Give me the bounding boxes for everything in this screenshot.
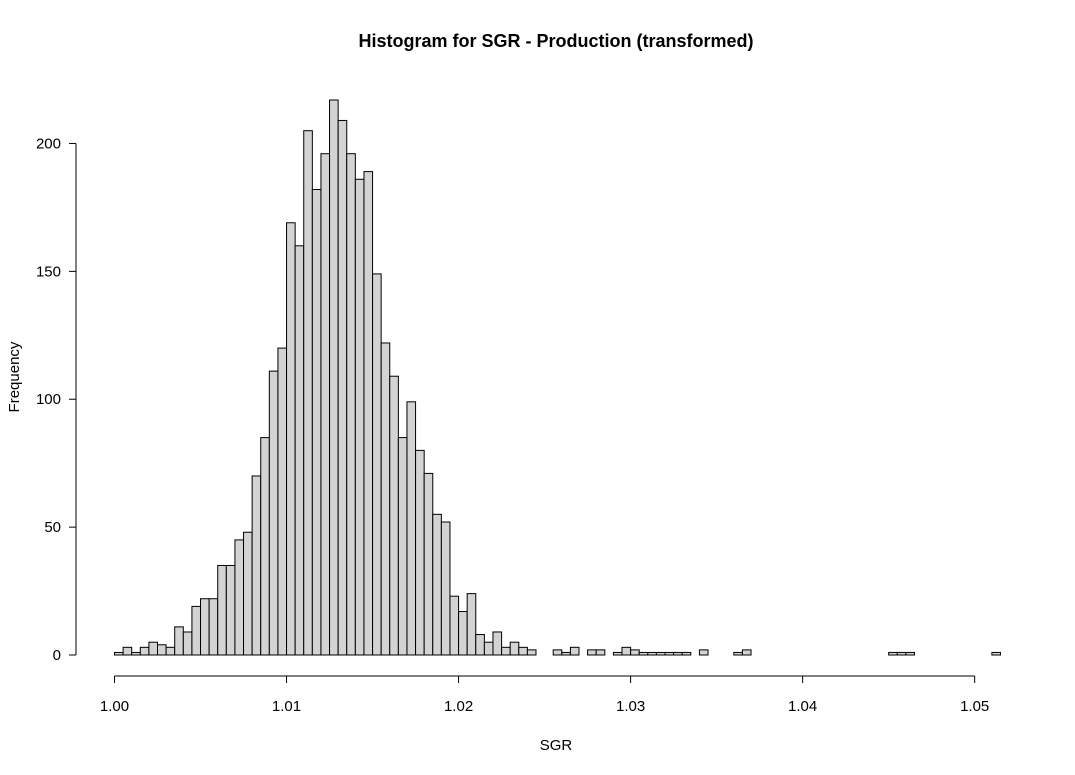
histogram-bar <box>346 153 356 656</box>
histogram-bar <box>733 651 743 656</box>
y-tick-label: 50 <box>44 519 61 536</box>
y-axis: 0 50 100 150 200 <box>36 135 77 664</box>
histogram-bar <box>621 646 632 656</box>
histogram-bar <box>157 644 167 656</box>
histogram-bar <box>165 646 176 656</box>
histogram-bar <box>406 401 417 656</box>
histogram-bar <box>552 649 563 656</box>
histogram-bar <box>389 375 399 656</box>
histogram-bar <box>294 245 305 656</box>
histogram-bar <box>182 631 193 656</box>
histogram-bar <box>139 646 150 656</box>
y-tick-label: 0 <box>53 647 61 664</box>
histogram-bar <box>311 189 322 656</box>
histogram-bar <box>234 539 245 656</box>
histogram-bar <box>286 222 296 656</box>
x-tick-label: 1.00 <box>100 698 129 715</box>
histogram-bar <box>466 593 477 656</box>
x-tick-label: 1.01 <box>272 698 301 715</box>
y-tick-label: 200 <box>36 135 61 152</box>
histogram-bar <box>509 641 520 656</box>
histogram-bar <box>458 611 468 656</box>
histogram-bar <box>217 564 227 656</box>
histogram-bar <box>655 651 666 656</box>
x-tick-label: 1.02 <box>444 698 473 715</box>
histogram-bar <box>114 651 124 656</box>
x-axis-label: SGR <box>540 737 573 754</box>
histogram-bars <box>114 99 1002 656</box>
histogram-bar <box>888 651 898 656</box>
histogram-bar <box>329 99 339 656</box>
y-tick-label: 150 <box>36 263 61 280</box>
histogram-bar <box>638 651 649 656</box>
histogram-bar <box>905 651 915 656</box>
histogram-bar <box>277 347 288 656</box>
x-tick-label: 1.03 <box>616 698 645 715</box>
histogram-bar <box>501 646 511 656</box>
histogram-bar <box>449 595 460 656</box>
histogram-bar <box>380 342 391 656</box>
histogram-bar <box>630 649 640 656</box>
histogram-bar <box>698 649 709 656</box>
histogram-bar <box>397 437 408 656</box>
histogram-bar <box>475 634 485 656</box>
histogram-bar <box>320 153 331 656</box>
x-axis: 1.00 1.01 1.02 1.03 1.04 1.05 <box>100 675 989 715</box>
chart-title: Histogram for SGR - Production (transfor… <box>358 31 753 51</box>
y-axis-label: Frequency <box>6 341 23 412</box>
histogram-bar <box>673 651 683 656</box>
histogram-bar <box>131 651 141 656</box>
histogram-bar <box>260 437 270 656</box>
histogram-bar <box>415 449 425 656</box>
histogram-bar <box>363 171 374 656</box>
histogram-bar <box>432 513 442 656</box>
histogram-bar <box>268 370 279 656</box>
histogram-bar <box>526 649 537 656</box>
histogram-bar <box>587 649 597 656</box>
histogram-bar <box>681 651 692 656</box>
histogram-bar <box>440 521 451 656</box>
histogram-bar <box>664 651 675 656</box>
histogram-bar <box>174 626 184 656</box>
histogram-bar <box>483 641 494 656</box>
histogram-bar <box>569 646 580 656</box>
histogram-bar <box>191 605 202 656</box>
histogram-bar <box>354 178 365 656</box>
histogram-bar <box>251 475 262 656</box>
histogram-bar <box>423 472 434 656</box>
histogram-bar <box>225 564 236 656</box>
histogram-bar <box>122 646 133 656</box>
histogram-bar <box>647 651 657 656</box>
histogram-bar <box>561 651 571 656</box>
histogram-bar <box>741 649 752 656</box>
histogram-bar <box>243 531 253 656</box>
histogram-bar <box>303 130 313 656</box>
x-tick-label: 1.05 <box>960 698 989 715</box>
histogram-bar <box>518 646 528 656</box>
histogram-bar <box>200 598 210 656</box>
histogram-bar <box>896 651 907 656</box>
histogram-bar <box>372 273 382 656</box>
histogram-bar <box>337 119 348 656</box>
histogram-bar <box>208 598 219 656</box>
histogram-bar <box>991 651 1002 656</box>
histogram-bar <box>148 641 159 656</box>
histogram-bar <box>492 631 503 656</box>
histogram-bar <box>612 651 623 656</box>
histogram-bar <box>595 649 606 656</box>
y-tick-label: 100 <box>36 391 61 408</box>
x-tick-label: 1.04 <box>788 698 817 715</box>
